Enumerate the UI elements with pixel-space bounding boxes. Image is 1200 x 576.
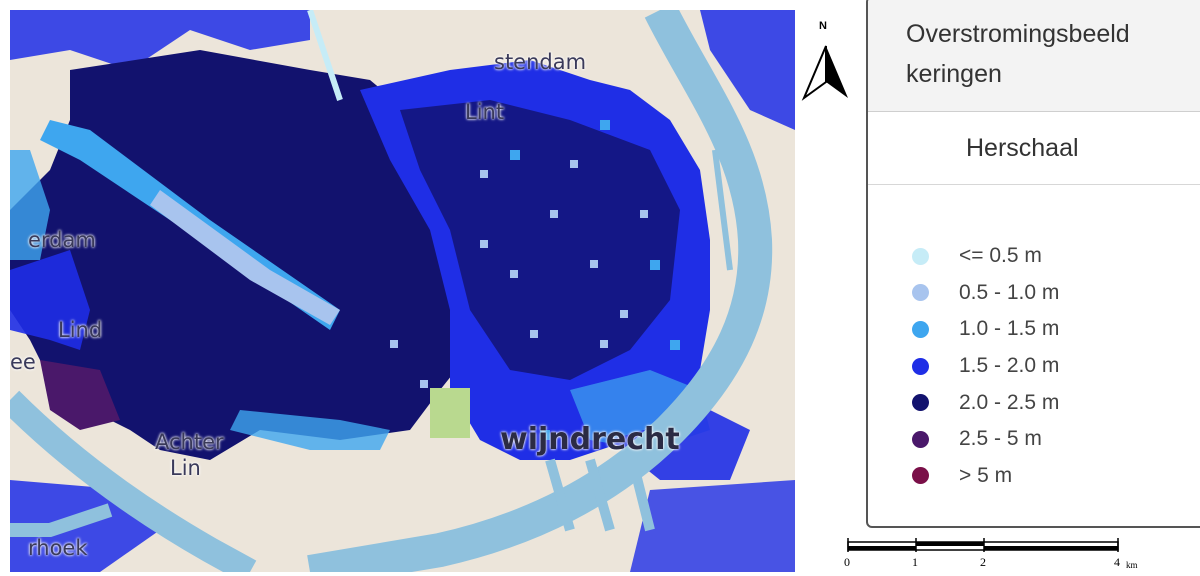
legend-item-label: 0.5 - 1.0 m	[959, 280, 1060, 304]
place-label-ee: ee	[10, 350, 36, 374]
scale-bar: 0 1 2 4 km	[838, 536, 1138, 576]
legend-item: 1.5 - 2.0 m	[912, 348, 1059, 385]
place-label-lint: Lint	[465, 100, 505, 124]
legend-item: > 5 m	[912, 458, 1059, 495]
legend-item-label: 2.5 - 5 m	[959, 427, 1042, 451]
scale-bar-graphic	[847, 538, 1119, 552]
legend-title-line2: keringen	[906, 60, 1002, 88]
legend-title: Overstromingsbeeld keringen	[868, 0, 1200, 112]
flood-map-canvas[interactable]	[10, 10, 795, 572]
rescale-button[interactable]: Herschaal	[868, 112, 1200, 185]
legend-swatch	[912, 320, 929, 338]
scale-label-4: 4	[1114, 555, 1120, 569]
legend-item-label: > 5 m	[959, 463, 1013, 487]
legend-item-label: <= 0.5 m	[959, 244, 1042, 268]
legend-swatch	[912, 394, 929, 412]
legend-swatch	[912, 430, 929, 448]
legend-panel: Overstromingsbeeld keringen Herschaal <=…	[866, 0, 1200, 528]
legend-swatch	[912, 467, 929, 485]
flood-map[interactable]: stendam Lint erdam Lind ee Achter Lin wi…	[10, 10, 795, 572]
legend-item: 2.5 - 5 m	[912, 421, 1059, 458]
north-arrow-icon	[801, 45, 848, 101]
scale-label-1: 1	[912, 555, 918, 569]
legend-swatch	[912, 284, 929, 302]
north-arrow: N	[798, 16, 854, 106]
place-label-achter: Achter	[155, 430, 224, 454]
legend-item: 2.0 - 2.5 m	[912, 384, 1059, 421]
legend-item-label: 2.0 - 2.5 m	[959, 390, 1060, 414]
legend-item: <= 0.5 m	[912, 238, 1059, 275]
flood-depth-layer	[10, 10, 795, 572]
place-label-lind: Lind	[58, 318, 103, 342]
legend-list: <= 0.5 m 0.5 - 1.0 m 1.0 - 1.5 m 1.5 - 2…	[912, 238, 1059, 494]
place-label-lin: Lin	[170, 456, 201, 480]
scale-label-2: 2	[980, 555, 986, 569]
place-label-zwijndrecht: wijndrecht	[500, 422, 680, 457]
north-label: N	[819, 20, 827, 32]
scale-unit: km	[1126, 560, 1138, 570]
legend-item-label: 1.5 - 2.0 m	[959, 354, 1060, 378]
legend-swatch	[912, 357, 929, 375]
legend-title-line1: Overstromingsbeeld	[906, 20, 1130, 48]
legend-item-label: 1.0 - 1.5 m	[959, 317, 1060, 341]
scale-label-0: 0	[844, 555, 850, 569]
legend-swatch	[912, 247, 929, 265]
place-label-stendam: stendam	[494, 50, 587, 74]
legend-item: 1.0 - 1.5 m	[912, 311, 1059, 348]
legend-item: 0.5 - 1.0 m	[912, 275, 1059, 312]
place-label-rhoek: rhoek	[28, 536, 88, 560]
river-layer	[10, 10, 773, 572]
place-label-ferdam: erdam	[28, 228, 96, 252]
